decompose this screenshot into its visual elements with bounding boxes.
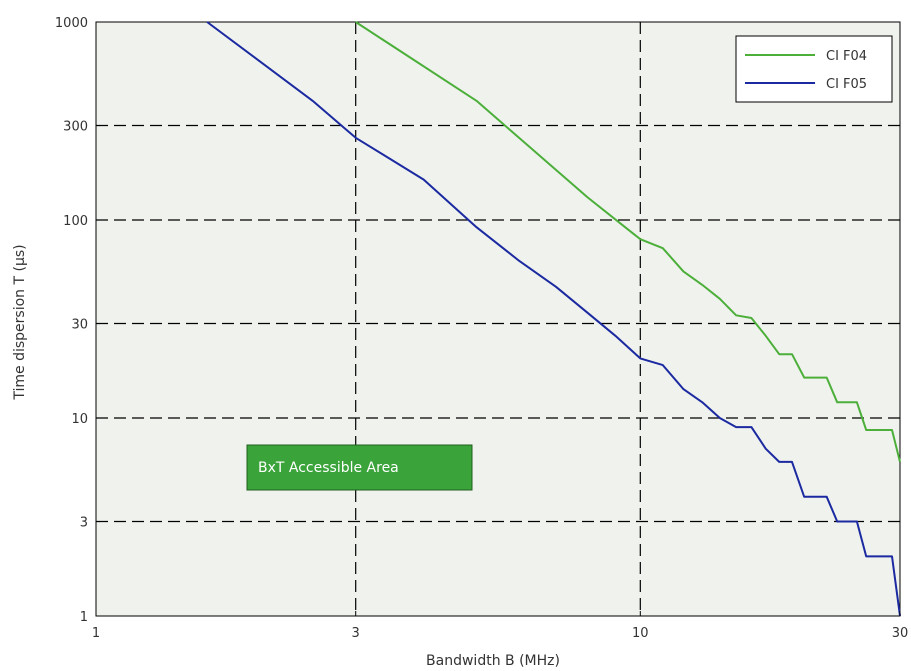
y-tick-label: 300 (63, 120, 88, 135)
y-tick-label: 1 (80, 610, 88, 625)
y-tick-label: 3 (80, 516, 88, 531)
x-tick-label: 30 (892, 626, 909, 641)
x-tick-label: 1 (92, 626, 100, 641)
y-axis-label: Time dispersion T (µs) (12, 244, 28, 400)
legend: CI F04 CI F05 (736, 36, 892, 102)
x-tick-label: 10 (632, 626, 649, 641)
y-axis-ticks: 1 3 10 30 100 300 1000 (55, 16, 101, 625)
legend-label: CI F04 (826, 49, 867, 64)
y-tick-label: 100 (63, 214, 88, 229)
annotation-box: BxT Accessible Area (247, 445, 472, 490)
x-tick-label: 3 (352, 626, 360, 641)
plot-background (96, 22, 900, 616)
y-tick-label: 30 (71, 318, 88, 333)
legend-box (736, 36, 892, 102)
y-tick-label: 1000 (55, 16, 88, 31)
annotation-text: BxT Accessible Area (258, 460, 399, 476)
y-tick-label: 10 (71, 412, 88, 427)
legend-label: CI F05 (826, 77, 867, 92)
x-axis-label: Bandwidth B (MHz) (426, 653, 560, 669)
